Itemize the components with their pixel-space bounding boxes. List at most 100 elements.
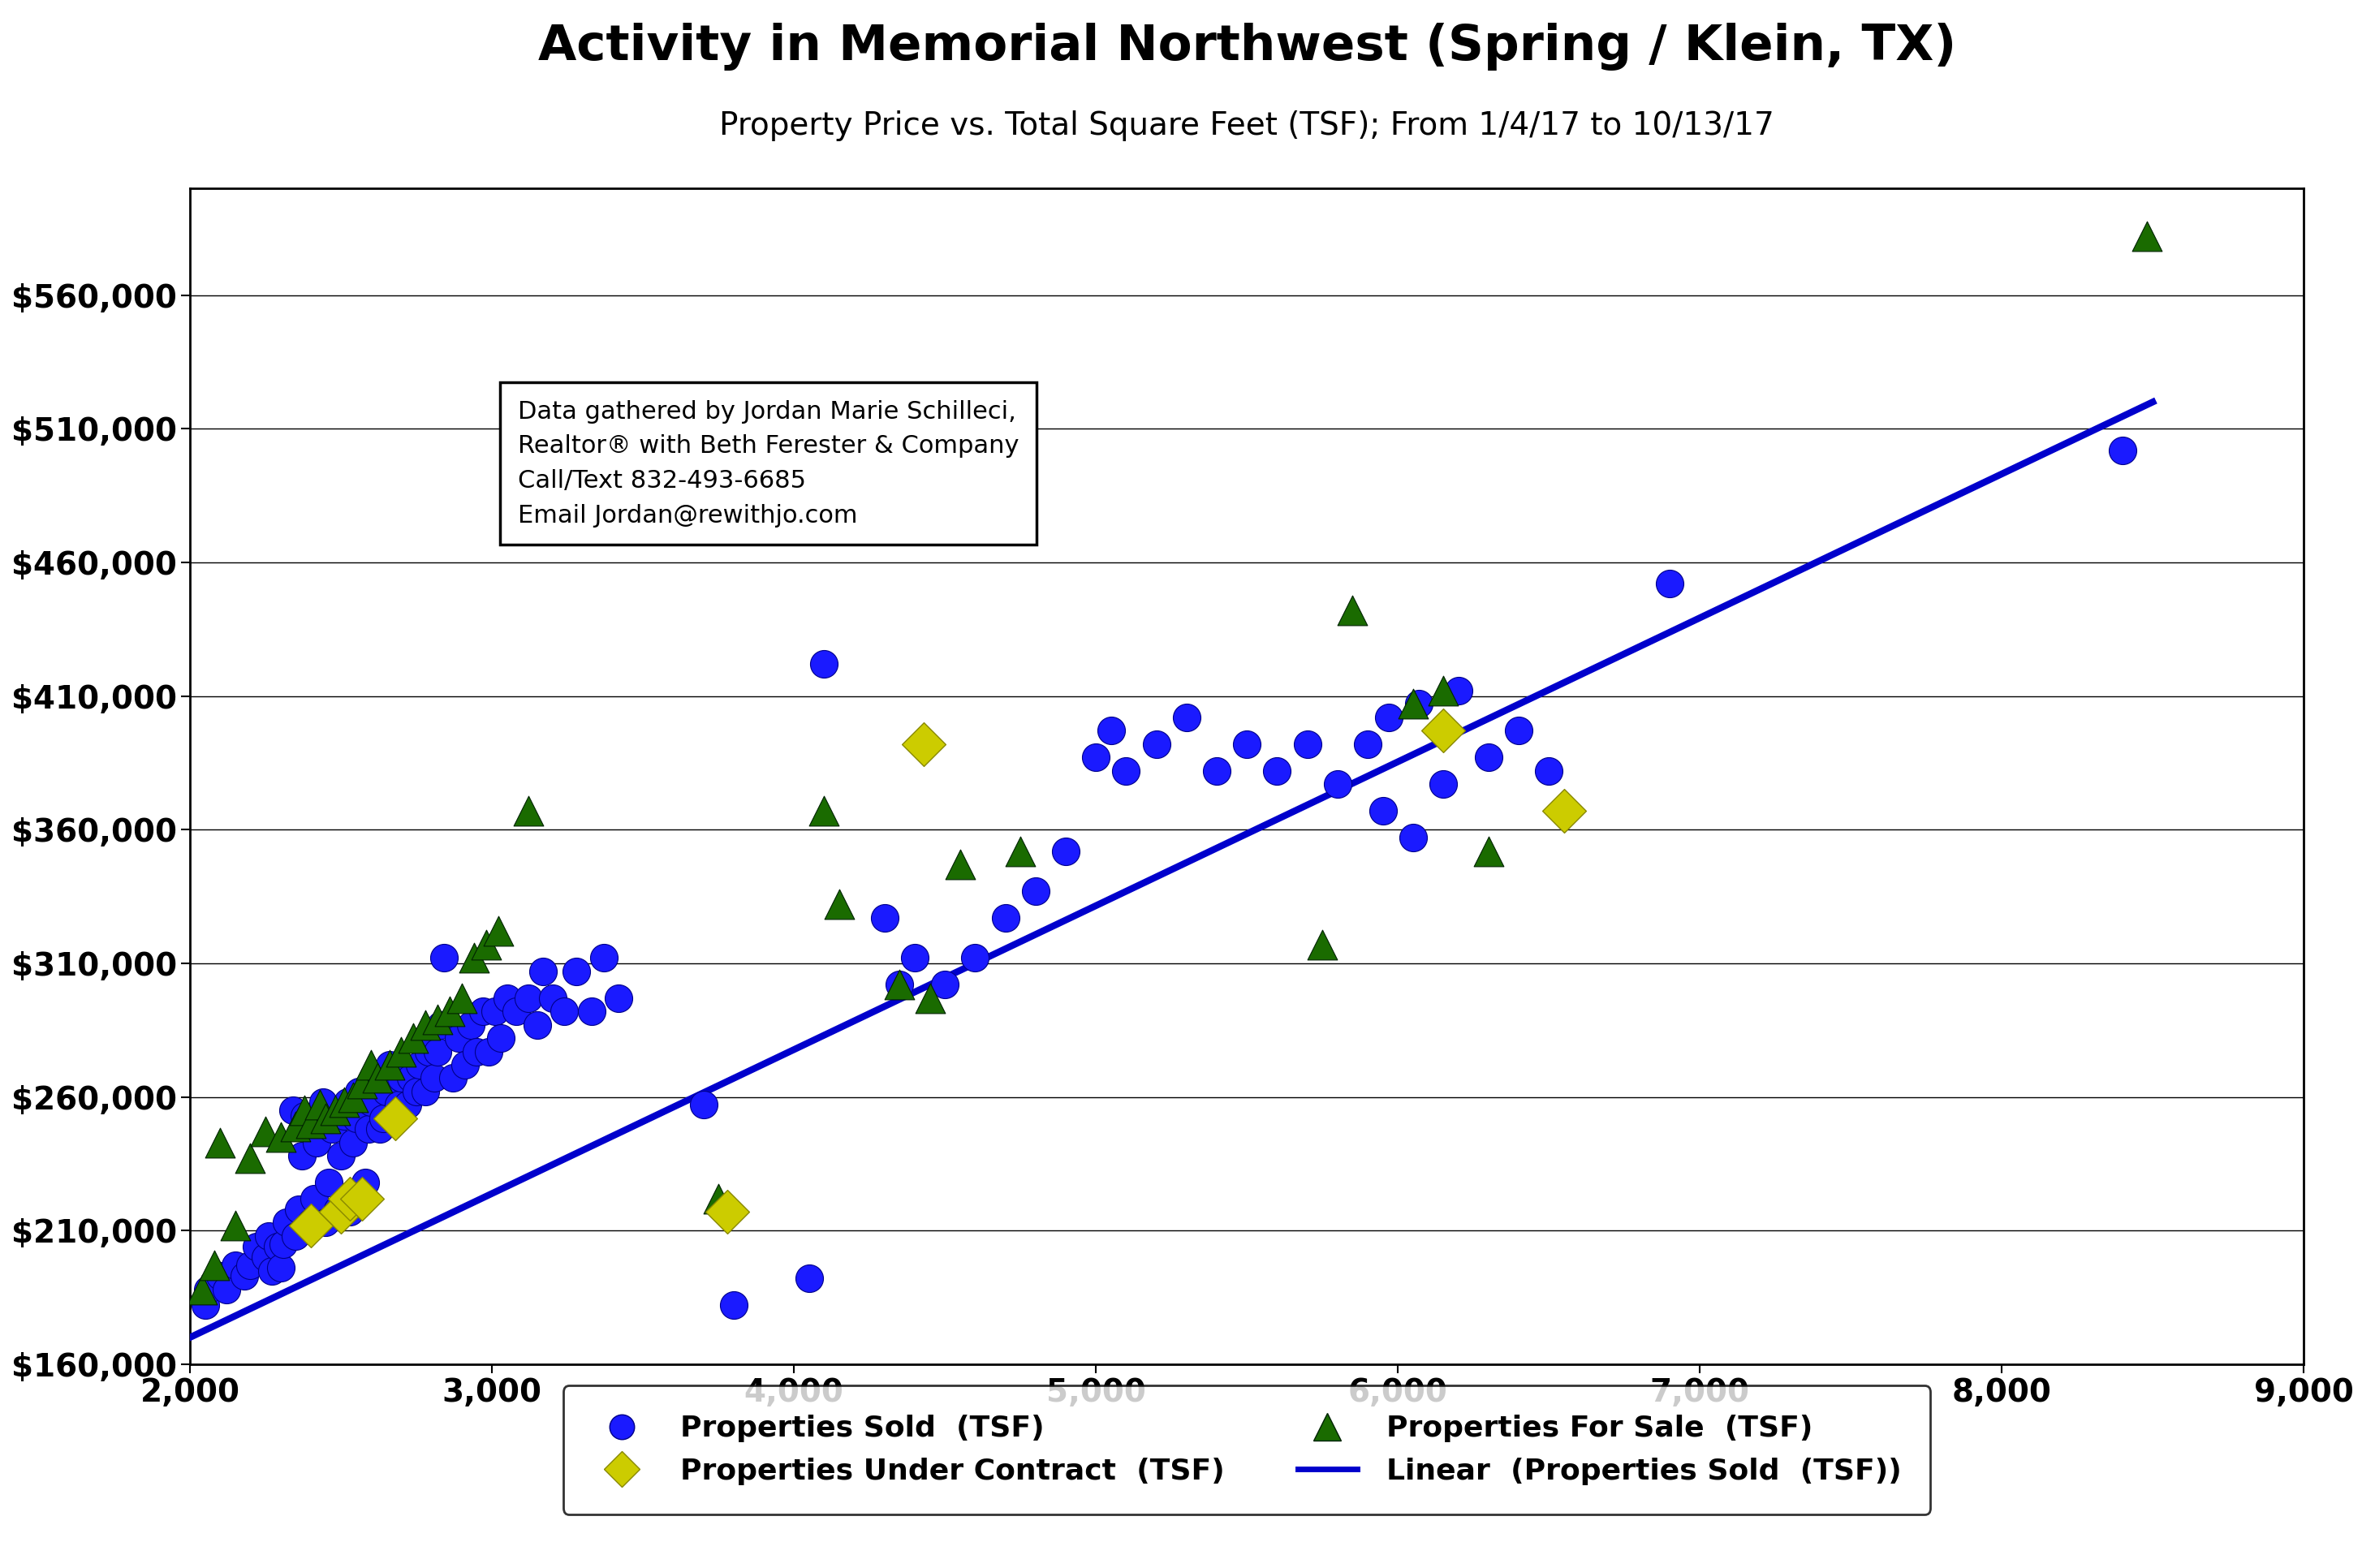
Point xyxy=(359,1066,397,1091)
Point xyxy=(864,905,903,930)
Point xyxy=(489,985,527,1010)
Point xyxy=(325,1090,363,1115)
Point xyxy=(805,798,843,823)
Point xyxy=(518,1013,556,1038)
Point xyxy=(202,1264,240,1289)
Point xyxy=(361,1116,399,1142)
Point xyxy=(1425,771,1463,797)
Text: Data gathered by Jordan Marie Schilleci,
Realtor® with Beth Ferester & Company
C: Data gathered by Jordan Marie Schilleci,… xyxy=(518,400,1019,527)
Point xyxy=(342,1185,380,1210)
Point xyxy=(335,1085,373,1110)
Point xyxy=(425,946,463,971)
Point xyxy=(418,1040,456,1065)
Point xyxy=(183,1276,221,1301)
Point xyxy=(912,985,950,1010)
Point xyxy=(306,1210,344,1236)
Point xyxy=(1394,825,1432,850)
Point xyxy=(207,1276,245,1301)
Point xyxy=(1016,878,1054,903)
Point xyxy=(292,1212,330,1237)
Point xyxy=(470,1040,508,1065)
Point xyxy=(1425,677,1463,702)
Point xyxy=(1530,759,1568,784)
Point xyxy=(708,1200,746,1225)
Point xyxy=(456,946,494,971)
Point xyxy=(423,1013,461,1038)
Point xyxy=(309,1170,347,1195)
Point xyxy=(318,1196,356,1221)
Point xyxy=(480,919,518,944)
Point xyxy=(475,999,513,1024)
Point xyxy=(347,1170,385,1195)
Point xyxy=(340,1079,378,1104)
Point xyxy=(701,1185,739,1210)
Legend: Properties Sold  (TSF), Properties Under Contract  (TSF), Properties For Sale  (: Properties Sold (TSF), Properties Under … xyxy=(563,1386,1931,1515)
Point xyxy=(382,1040,420,1065)
Point xyxy=(463,999,501,1024)
Point xyxy=(406,1013,444,1038)
Point xyxy=(2104,437,2142,463)
Point xyxy=(261,1124,299,1149)
Point xyxy=(337,1105,375,1131)
Point xyxy=(1470,839,1508,864)
Point xyxy=(1047,839,1085,864)
Point xyxy=(349,1116,387,1142)
Point xyxy=(216,1212,254,1237)
Point xyxy=(406,1079,444,1104)
Point xyxy=(342,1071,380,1096)
Point xyxy=(430,999,468,1024)
Point xyxy=(416,1066,454,1091)
Point xyxy=(1349,732,1387,757)
Point xyxy=(382,1066,420,1091)
Point xyxy=(1197,759,1235,784)
Point xyxy=(252,1258,290,1283)
Point xyxy=(1370,704,1408,729)
Point xyxy=(316,1098,354,1123)
Point xyxy=(1228,732,1266,757)
Point xyxy=(328,1090,366,1115)
Point xyxy=(302,1093,340,1118)
Point xyxy=(280,1196,318,1221)
Point xyxy=(525,958,563,983)
Point xyxy=(957,946,995,971)
Point xyxy=(401,1052,439,1077)
Point xyxy=(1092,718,1130,743)
Point xyxy=(1425,718,1463,743)
Point xyxy=(1470,745,1508,770)
Point xyxy=(408,1040,446,1065)
Point xyxy=(230,1253,268,1278)
Point xyxy=(330,1200,368,1225)
Point xyxy=(446,1052,484,1077)
Point xyxy=(226,1264,264,1289)
Point xyxy=(1363,798,1401,823)
Point xyxy=(941,851,978,877)
Point xyxy=(370,1052,408,1077)
Point xyxy=(905,732,943,757)
Point xyxy=(283,1143,321,1168)
Point xyxy=(1107,759,1145,784)
Point xyxy=(352,1090,390,1115)
Point xyxy=(439,1025,477,1051)
Point xyxy=(273,1098,311,1123)
Point xyxy=(314,1116,352,1142)
Point xyxy=(247,1120,285,1145)
Point xyxy=(881,972,919,997)
Point xyxy=(268,1210,306,1236)
Point xyxy=(216,1253,254,1278)
Point xyxy=(418,1007,456,1032)
Point xyxy=(508,798,546,823)
Point xyxy=(1651,571,1689,596)
Point xyxy=(370,1052,408,1077)
Point xyxy=(482,1025,520,1051)
Point xyxy=(375,1105,413,1131)
Point xyxy=(442,985,480,1010)
Point xyxy=(546,999,584,1024)
Point xyxy=(259,1234,297,1259)
Point xyxy=(791,1265,829,1290)
Point xyxy=(1304,931,1342,956)
Point xyxy=(185,1292,223,1317)
Point xyxy=(352,1052,390,1077)
Point xyxy=(292,1210,330,1236)
Text: Property Price vs. Total Square Feet (TSF); From 1/4/17 to 10/13/17: Property Price vs. Total Square Feet (TS… xyxy=(720,110,1774,141)
Point xyxy=(380,1093,418,1118)
